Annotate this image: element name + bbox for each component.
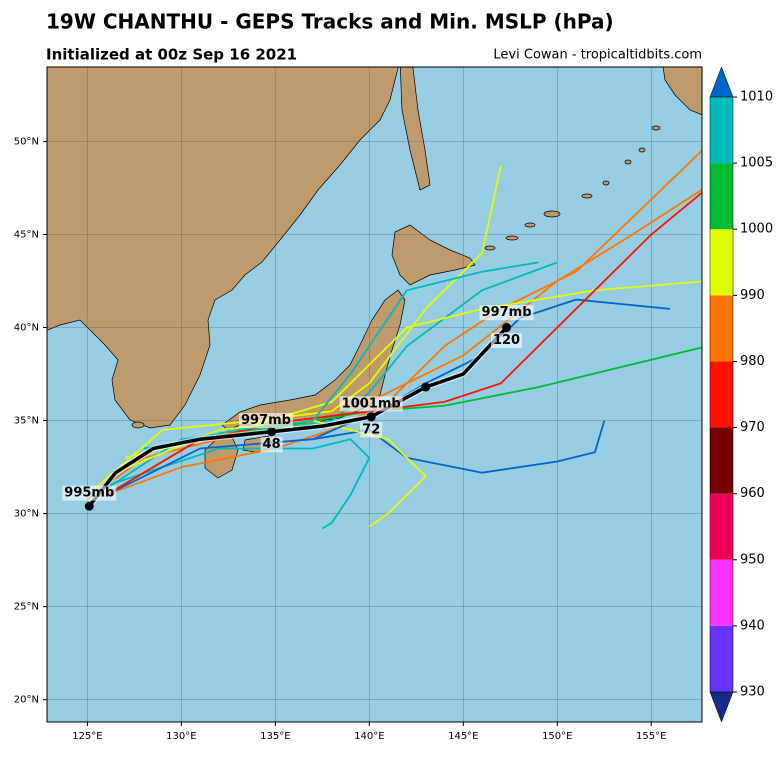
track-point xyxy=(267,427,277,437)
x-tick-label: 130°E xyxy=(166,731,196,742)
title: 19W CHANTHU - GEPS Tracks and Min. MSLP … xyxy=(46,10,614,34)
x-tick-label: 155°E xyxy=(636,731,666,742)
annotation: 997mb xyxy=(482,305,532,320)
colorbar-segment xyxy=(710,427,733,494)
y-tick-label: 45°N xyxy=(14,229,39,240)
colorbar-label: 980 xyxy=(740,354,765,369)
track-point xyxy=(366,412,376,422)
plot-area: 995mb 997mb 48 1001mb 72 997mb 120 xyxy=(47,67,702,722)
x-tick-label: 150°E xyxy=(542,731,572,742)
annotation-bg xyxy=(339,396,403,412)
annotation-bg xyxy=(490,333,523,349)
y-tick-label: 30°N xyxy=(14,509,39,520)
colorbar-segment xyxy=(710,361,733,428)
annotation: 995mb xyxy=(64,486,114,501)
colorbar-segment xyxy=(710,295,733,362)
y-tick-label: 20°N xyxy=(14,695,39,706)
land xyxy=(47,67,702,479)
annotation-bg xyxy=(479,305,534,321)
y-tick-label: 25°N xyxy=(14,602,39,613)
colorbar-under xyxy=(709,691,734,723)
colorbar-segment xyxy=(710,97,733,164)
colorbar-label: 970 xyxy=(740,420,765,435)
track-point xyxy=(421,382,431,392)
ensemble-track xyxy=(105,419,427,528)
colorbar-label: 1000 xyxy=(740,222,773,237)
annotation: 48 xyxy=(263,437,281,452)
annotation-bg xyxy=(260,437,283,453)
colorbar-label: 1005 xyxy=(740,156,773,171)
credit: Levi Cowan - tropicaltidbits.com xyxy=(493,48,702,63)
colorbar-label: 950 xyxy=(740,552,765,567)
y-tick-label: 35°N xyxy=(14,416,39,427)
ensemble-track xyxy=(105,438,371,530)
colorbar-label: 930 xyxy=(740,685,765,700)
colorbar-frame xyxy=(709,96,734,693)
annotation: 997mb xyxy=(241,413,291,428)
colorbar-over xyxy=(709,66,734,98)
annotation: 1001mb xyxy=(342,396,401,411)
ensemble-track xyxy=(143,261,539,450)
colorbar-label: 940 xyxy=(740,618,765,633)
colorbar-label: 1010 xyxy=(740,90,773,105)
colorbar-segment xyxy=(710,229,733,296)
colorbar-segment xyxy=(710,625,733,692)
frame xyxy=(46,66,703,723)
annotation-bg xyxy=(62,485,117,501)
x-tick-label: 145°E xyxy=(448,731,478,742)
subtitle: Initialized at 00z Sep 16 2021 xyxy=(46,46,297,64)
colorbar-label: 990 xyxy=(740,288,765,303)
colorbar-label: 960 xyxy=(740,486,765,501)
mean-track xyxy=(87,326,508,508)
annotation: 120 xyxy=(493,333,520,348)
y-tick-label: 50°N xyxy=(14,136,39,147)
annotation: 72 xyxy=(362,422,380,437)
colorbar-segment xyxy=(710,559,733,626)
annotation-bg xyxy=(360,422,383,438)
x-tick-label: 135°E xyxy=(260,731,290,742)
colorbar-segment xyxy=(710,163,733,230)
x-tick-label: 140°E xyxy=(354,731,384,742)
colorbar-segment xyxy=(710,493,733,560)
track-point xyxy=(502,323,512,333)
annotation-bg xyxy=(238,413,293,429)
x-tick-label: 125°E xyxy=(72,731,102,742)
y-tick-label: 40°N xyxy=(14,323,39,334)
track-point xyxy=(84,501,94,511)
